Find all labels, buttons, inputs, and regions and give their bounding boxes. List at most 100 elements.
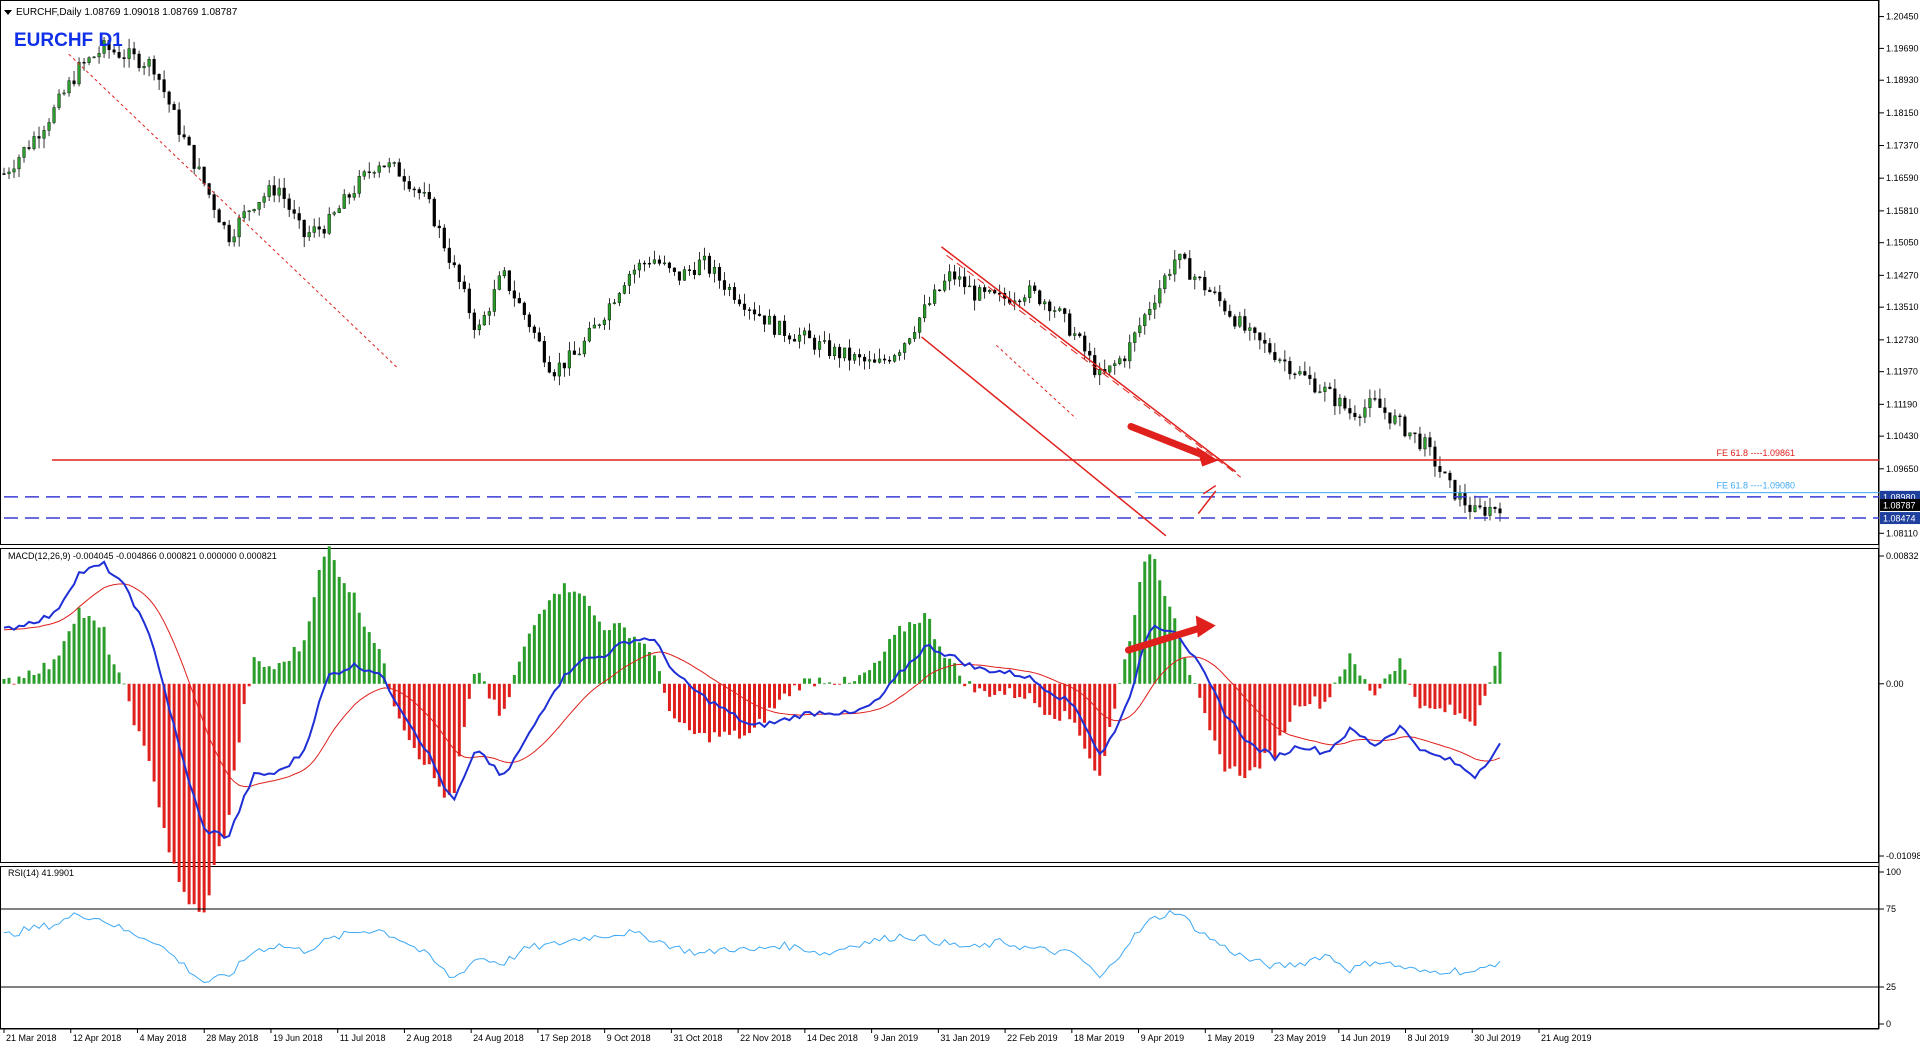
- macd-histogram-bar: [647, 651, 651, 684]
- macd-histogram-bar: [442, 683, 446, 798]
- x-tick-label: 9 Oct 2018: [607, 1033, 651, 1043]
- candle-body: [377, 165, 381, 173]
- rsi-panel-frame: [0, 866, 1879, 1029]
- macd-histogram-bar: [1048, 683, 1052, 715]
- candle-body: [182, 134, 186, 138]
- macd-histogram-bar: [437, 683, 441, 787]
- candle-body: [742, 303, 747, 310]
- macd-histogram-bar: [788, 683, 792, 697]
- candle-body: [42, 130, 46, 139]
- macd-histogram-bar: [1383, 678, 1387, 684]
- candle-body: [978, 287, 982, 301]
- candle-body: [1163, 275, 1167, 289]
- candle-body: [1168, 273, 1172, 276]
- macd-histogram-bar: [17, 676, 21, 684]
- candle-body: [933, 289, 937, 304]
- candle-body: [1198, 276, 1202, 279]
- candle-body: [1308, 374, 1312, 379]
- macd-histogram-bar: [843, 676, 847, 684]
- macd-histogram-bar: [1008, 683, 1012, 689]
- macd-histogram-bar: [362, 626, 366, 684]
- macd-histogram-bar: [1218, 683, 1222, 755]
- candle-body: [1303, 371, 1307, 376]
- macd-histogram-bar: [1373, 683, 1377, 696]
- macd-histogram-bar: [502, 683, 506, 709]
- candle-body: [827, 340, 832, 357]
- candle-body: [127, 48, 131, 59]
- candle-body: [612, 302, 616, 304]
- candle-body: [417, 189, 421, 194]
- macd-histogram-bar: [637, 642, 641, 684]
- macd-histogram-bar: [142, 683, 146, 746]
- macd-histogram-bar: [122, 683, 126, 685]
- macd-histogram-bar: [572, 591, 576, 684]
- macd-histogram-bar: [662, 683, 666, 693]
- macd-histogram-bar: [742, 683, 746, 736]
- x-tick-label: 12 Apr 2018: [73, 1033, 122, 1043]
- candle-body: [993, 290, 997, 294]
- macd-histogram-bar: [1123, 659, 1127, 684]
- macd-histogram-bar: [1203, 683, 1207, 714]
- macd-histogram-bar: [22, 678, 26, 684]
- candle-body: [12, 168, 16, 173]
- x-tick-label: 9 Apr 2019: [1141, 1033, 1185, 1043]
- macd-histogram-bar: [537, 613, 541, 684]
- macd-histogram-bar: [32, 674, 36, 684]
- macd-histogram-bar: [1018, 683, 1022, 698]
- candle-body: [17, 157, 21, 170]
- price-tick-label: 1.10430: [1886, 431, 1919, 441]
- candle-body: [397, 162, 401, 177]
- macd-histogram-bar: [1028, 683, 1032, 694]
- macd-histogram-bar: [1038, 683, 1042, 708]
- x-tick-label: 18 Mar 2019: [1074, 1033, 1125, 1043]
- macd-histogram-bar: [1488, 682, 1492, 684]
- candle-body: [582, 340, 586, 355]
- candle-body: [557, 362, 561, 377]
- candle-body: [802, 330, 807, 336]
- candle-body: [527, 314, 531, 328]
- candle-body: [652, 259, 657, 264]
- candle-body: [1253, 327, 1257, 333]
- macd-histogram-bar: [1138, 581, 1142, 684]
- macd-histogram-bar: [1128, 641, 1132, 684]
- candle-body: [1063, 308, 1067, 314]
- candle-body: [602, 319, 606, 325]
- symbol-menu-icon[interactable]: [4, 10, 12, 15]
- macd-histogram-bar: [342, 583, 346, 684]
- candle-body: [402, 176, 406, 182]
- bearish-arrow: [1127, 423, 1208, 459]
- macd-tick-label: -0.010983: [1886, 851, 1920, 861]
- macd-histogram-bar: [1388, 674, 1392, 684]
- macd-histogram-bar: [172, 683, 176, 864]
- trend-dotted-line: [996, 344, 1077, 419]
- macd-histogram-bar: [1268, 683, 1272, 751]
- candle-body: [1428, 437, 1432, 448]
- macd-histogram-bar: [152, 683, 156, 782]
- macd-histogram-bar: [1403, 669, 1407, 684]
- candle-body: [1158, 288, 1162, 304]
- macd-histogram-bar: [1058, 683, 1062, 721]
- candle-body: [1128, 342, 1132, 362]
- candle-body: [67, 80, 71, 94]
- x-tick-label: 4 May 2018: [139, 1033, 186, 1043]
- macd-histogram-bar: [707, 683, 711, 743]
- macd-histogram-bar: [1498, 651, 1502, 684]
- macd-histogram-bar: [828, 682, 832, 684]
- macd-histogram-bar: [983, 683, 987, 692]
- candle-body: [1028, 285, 1032, 298]
- macd-histogram-bar: [873, 662, 877, 684]
- macd-histogram-bar: [1198, 683, 1202, 698]
- macd-histogram-bar: [1418, 683, 1422, 709]
- candle-body: [837, 346, 842, 359]
- candle-body: [973, 285, 977, 301]
- macd-histogram-bar: [858, 675, 862, 684]
- candle-body: [1313, 378, 1317, 393]
- candle-body: [477, 324, 481, 331]
- macd-histogram-bar: [182, 683, 186, 892]
- macd-histogram-bar: [1288, 683, 1292, 722]
- candle-body: [752, 309, 757, 315]
- price-badge-label: 1.08787: [1883, 500, 1916, 510]
- macd-histogram-bar: [838, 683, 842, 685]
- x-tick-label: 19 Jun 2018: [273, 1033, 323, 1043]
- candle-body: [387, 162, 391, 168]
